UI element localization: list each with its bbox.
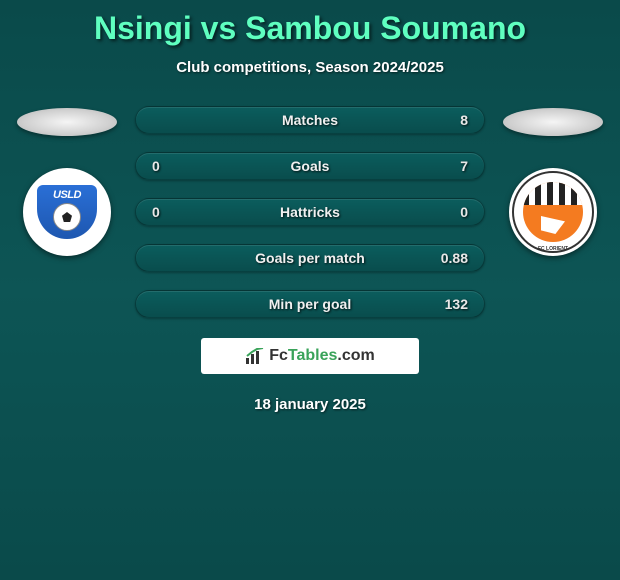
stat-label: Hattricks xyxy=(192,204,428,220)
subtitle: Club competitions, Season 2024/2025 xyxy=(176,59,444,76)
stat-label: Matches xyxy=(192,112,428,128)
content-row: USLD Matches 8 0 Goals 7 0 Hattricks 0 xyxy=(0,106,620,318)
stat-row-matches: Matches 8 xyxy=(135,106,485,134)
usld-shield-icon: USLD xyxy=(37,185,97,239)
watermark-part-c: .com xyxy=(337,347,374,364)
stat-right-value: 132 xyxy=(428,296,468,312)
stat-label: Goals xyxy=(192,158,428,174)
comparison-card: Nsingi vs Sambou Soumano Club competitio… xyxy=(0,0,620,423)
stat-row-goals-per-match: Goals per match 0.88 xyxy=(135,244,485,272)
watermark-part-b: Tables xyxy=(288,347,338,364)
club-badge-right: FC LORIENT xyxy=(509,168,597,256)
stats-column: Matches 8 0 Goals 7 0 Hattricks 0 Goals … xyxy=(135,106,485,318)
stat-row-min-per-goal: Min per goal 132 xyxy=(135,290,485,318)
club-badge-left: USLD xyxy=(23,168,111,256)
stat-row-goals: 0 Goals 7 xyxy=(135,152,485,180)
stat-right-value: 8 xyxy=(428,112,468,128)
lorient-badge-text: FC LORIENT xyxy=(538,246,568,252)
player-silhouette-right xyxy=(503,108,603,136)
soccer-ball-icon xyxy=(53,203,81,231)
watermark-badge: FcTables.com xyxy=(201,338,419,374)
stat-label: Min per goal xyxy=(192,296,428,312)
stat-label: Goals per match xyxy=(192,250,428,266)
stat-right-value: 7 xyxy=(428,158,468,174)
watermark-text: FcTables.com xyxy=(269,347,375,365)
stat-left-value: 0 xyxy=(152,204,192,220)
left-player-column: USLD xyxy=(17,106,117,256)
watermark-part-a: Fc xyxy=(269,347,288,364)
stat-left-value: 0 xyxy=(152,158,192,174)
player-silhouette-left xyxy=(17,108,117,136)
date-text: 18 january 2025 xyxy=(254,396,366,413)
chart-icon xyxy=(245,348,265,364)
page-title: Nsingi vs Sambou Soumano xyxy=(94,10,526,47)
right-player-column: FC LORIENT xyxy=(503,106,603,256)
lorient-inner-icon xyxy=(523,182,583,242)
stat-right-value: 0.88 xyxy=(428,250,468,266)
stat-right-value: 0 xyxy=(428,204,468,220)
stat-row-hattricks: 0 Hattricks 0 xyxy=(135,198,485,226)
usld-badge-text: USLD xyxy=(53,189,81,201)
